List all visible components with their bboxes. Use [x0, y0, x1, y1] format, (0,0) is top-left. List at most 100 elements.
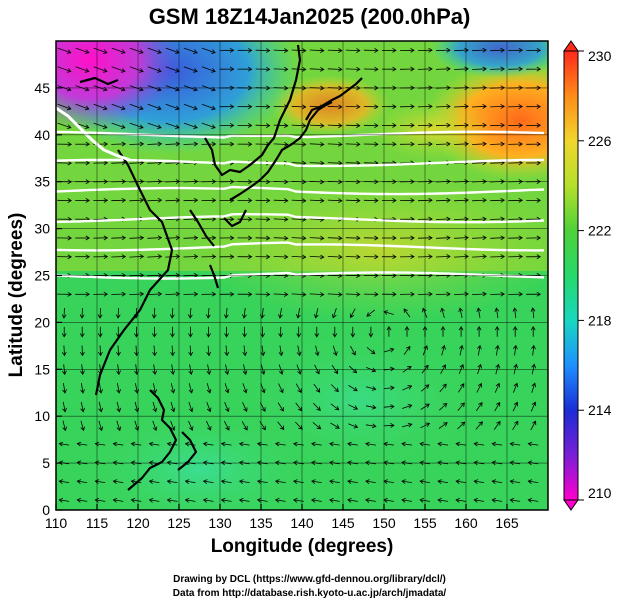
colorbar-top-triangle [563, 40, 579, 52]
wind-arrow [57, 103, 72, 111]
wind-arrow [206, 383, 212, 394]
colorbar-tick-label: 226 [588, 133, 612, 149]
wind-arrow [312, 422, 322, 430]
wind-arrow [363, 235, 379, 241]
y-axis-label: Latitude (degrees) [6, 212, 27, 378]
wind-arrow [111, 103, 126, 111]
colorbar-bottom-triangle [563, 499, 579, 511]
wind-arrow [437, 441, 449, 447]
wind-arrow [332, 326, 338, 338]
wind-arrow [151, 307, 157, 319]
x-tick-label: 155 [413, 515, 437, 531]
wind-arrow [170, 420, 176, 431]
wind-arrow [314, 345, 320, 357]
wind-arrow [509, 479, 521, 485]
wind-arrow [329, 441, 340, 447]
wind-arrow [80, 401, 85, 413]
wind-arrow [255, 66, 271, 72]
wind-arrow [490, 141, 505, 147]
contour-line [56, 271, 545, 280]
wind-arrow [440, 307, 445, 318]
wind-arrow [327, 141, 343, 147]
wind-arrow [494, 382, 501, 393]
wind-arrow [401, 422, 413, 428]
wind-arrow [435, 291, 451, 297]
wind-arrow [327, 66, 343, 72]
wind-arrow [331, 384, 339, 393]
wind-arrow [93, 197, 109, 203]
wind-arrow [309, 48, 325, 53]
wind-arrow [403, 308, 411, 318]
wind-arrow [363, 104, 379, 110]
wind-arrow [111, 235, 127, 241]
y-tick-label: 25 [34, 268, 50, 284]
wind-arrow [202, 441, 214, 447]
wind-arrow [255, 291, 271, 297]
wind-arrow [309, 141, 325, 147]
x-tick-label: 110 [45, 515, 68, 531]
wind-arrow [75, 66, 90, 73]
wind-arrow [383, 347, 395, 353]
wind-arrow [490, 47, 505, 53]
wind-arrow [219, 235, 235, 241]
wind-arrow [205, 307, 211, 319]
wind-arrow [184, 441, 196, 447]
wind-arrow [111, 122, 126, 129]
wind-arrow [152, 383, 158, 394]
wind-arrow [255, 48, 271, 53]
wind-arrow [291, 198, 307, 204]
wind-arrow [472, 291, 487, 297]
wind-arrow [183, 103, 198, 111]
wind-arrow [512, 307, 518, 319]
y-axis-label-wrap: Latitude (degrees) [2, 213, 32, 378]
wind-arrow [508, 122, 523, 128]
wind-arrow [347, 441, 358, 447]
wind-arrow [345, 48, 361, 53]
wind-arrow [477, 344, 482, 356]
y-axis-ticks: 0 5 10 15 20 25 30 35 40 45 [34, 80, 62, 518]
wind-arrow [129, 66, 144, 73]
wind-arrow [183, 122, 198, 129]
wind-arrow [313, 402, 321, 411]
wind-arrow [273, 66, 289, 72]
wind-arrow [512, 401, 519, 412]
wind-arrow [130, 441, 142, 447]
wind-arrow [237, 216, 253, 222]
wind-arrow [472, 216, 487, 222]
wind-arrow [403, 345, 411, 355]
wind-arrow [273, 216, 289, 222]
wind-arrow [327, 254, 343, 260]
wind-arrow [311, 441, 322, 447]
wind-arrow [98, 383, 103, 394]
wind-arrow [350, 326, 356, 338]
wind-arrow [152, 420, 158, 432]
wind-arrow [129, 141, 145, 147]
wind-arrow [206, 401, 212, 413]
wind-arrow [526, 66, 541, 72]
colorbar-ticks: 210 214 218 222 226 230 [578, 48, 612, 501]
wind-arrow [527, 497, 539, 503]
wind-arrow [347, 497, 358, 503]
wind-arrow [439, 402, 448, 411]
wind-arrow [435, 254, 451, 259]
wind-arrow [363, 254, 379, 260]
x-axis-ticks: 110 115 120 125 130 135 140 145 150 155 160 165 [45, 504, 519, 531]
wind-arrow [278, 308, 283, 319]
y-tick-label: 5 [42, 455, 50, 471]
x-tick-label: 160 [454, 515, 478, 531]
wind-arrow [201, 103, 216, 111]
wind-arrow [512, 344, 518, 356]
y-tick-label: 45 [34, 80, 50, 96]
wind-arrow [365, 423, 377, 429]
wind-arrow [219, 122, 235, 128]
wind-arrow [494, 326, 500, 337]
wind-arrow [368, 326, 374, 338]
wind-arrow [112, 441, 124, 447]
wind-arrow [531, 382, 537, 393]
contour-line [56, 241, 545, 252]
x-tick-label: 120 [126, 515, 150, 531]
wind-arrow [183, 141, 199, 147]
wind-arrow [97, 345, 103, 357]
wind-arrow [274, 497, 286, 503]
wind-arrow [435, 104, 451, 109]
